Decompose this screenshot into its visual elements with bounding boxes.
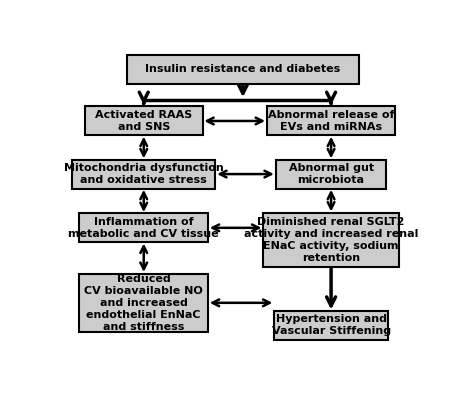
FancyBboxPatch shape (267, 107, 395, 135)
Text: Diminished renal SGLT2
activity and increased renal
ENaC activity, sodium
retent: Diminished renal SGLT2 activity and incr… (244, 217, 418, 263)
Text: Inflammation of
metabolic and CV tissue: Inflammation of metabolic and CV tissue (68, 217, 219, 239)
Text: Activated RAAS
and SNS: Activated RAAS and SNS (95, 110, 192, 132)
FancyBboxPatch shape (127, 55, 359, 84)
Text: Mitochondria dysfunction
and oxidative stress: Mitochondria dysfunction and oxidative s… (64, 163, 224, 185)
FancyBboxPatch shape (263, 213, 399, 268)
FancyBboxPatch shape (80, 274, 208, 332)
FancyBboxPatch shape (85, 107, 202, 135)
FancyBboxPatch shape (276, 160, 386, 189)
Text: Abnormal gut
microbiota: Abnormal gut microbiota (289, 163, 374, 185)
Text: Reduced
CV bioavailable NO
and increased
endothelial EnNaC
and stiffness: Reduced CV bioavailable NO and increased… (84, 274, 203, 332)
Text: Insulin resistance and diabetes: Insulin resistance and diabetes (146, 64, 340, 74)
Text: Abnormal release of
EVs and miRNAs: Abnormal release of EVs and miRNAs (268, 110, 394, 132)
Text: Hypertension and
Vascular Stiffening: Hypertension and Vascular Stiffening (272, 314, 391, 336)
FancyBboxPatch shape (274, 311, 388, 340)
FancyBboxPatch shape (80, 213, 208, 242)
FancyBboxPatch shape (72, 160, 215, 189)
